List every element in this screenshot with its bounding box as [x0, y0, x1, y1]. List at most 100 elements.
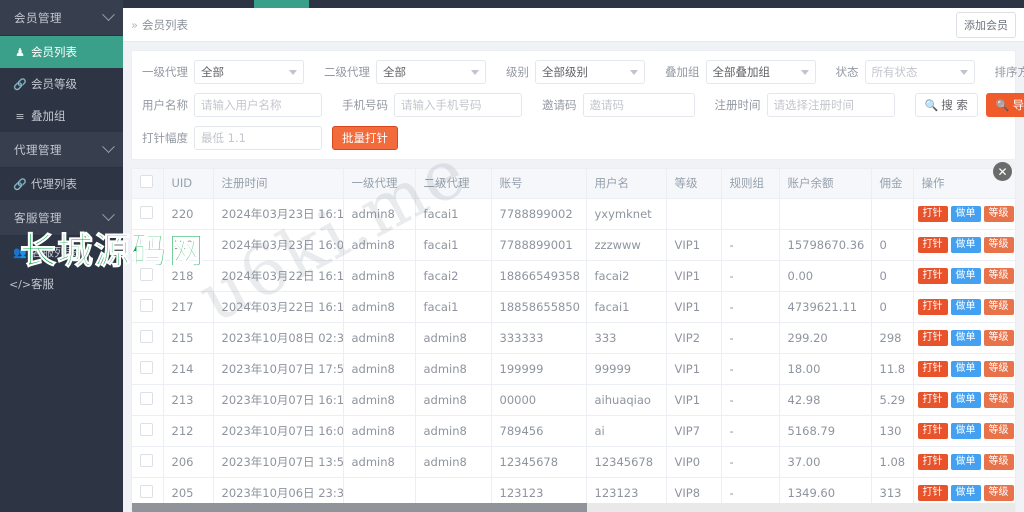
action-2-button[interactable]: 做单	[950, 391, 981, 408]
sidebar-item-agent-list[interactable]: 🔗 代理列表	[0, 168, 123, 200]
action-3-button[interactable]: 等级	[983, 205, 1014, 222]
row-checkbox[interactable]	[140, 298, 153, 312]
add-member-button[interactable]: 添加会员	[956, 11, 1016, 38]
row-select-cell	[132, 353, 164, 385]
cell-username: facai2	[586, 260, 667, 292]
cell-commission: 130	[871, 415, 914, 447]
action-3-button[interactable]: 等级	[983, 267, 1014, 284]
invite-code-input[interactable]: 邀请码	[582, 93, 695, 117]
action-2-button[interactable]: 做单	[950, 298, 981, 315]
close-icon[interactable]: ✕	[993, 162, 1012, 181]
cell-username: 99999	[586, 353, 667, 385]
action-1-button[interactable]: 打针	[917, 205, 948, 222]
secondary-agent-select[interactable]: 全部	[376, 60, 486, 84]
cell-balance: 15798670.36	[779, 229, 872, 261]
cell-agent1: admin8	[343, 198, 416, 230]
sidebar-item-member-list[interactable]: ♟ 会员列表	[0, 36, 123, 68]
action-2-button[interactable]: 做单	[950, 236, 981, 253]
row-checkbox[interactable]	[140, 360, 153, 374]
row-checkbox[interactable]	[140, 453, 153, 467]
cell-commission: 298	[871, 322, 914, 354]
action-2-button[interactable]: 做单	[950, 422, 981, 439]
action-3-button[interactable]: 等级	[983, 329, 1014, 346]
table-header-row: UID 注册时间 一级代理 二级代理 账号 用户名 等级 规则组 账户余额 佣金…	[132, 169, 1015, 199]
action-2-button[interactable]: 做单	[950, 484, 981, 501]
row-checkbox[interactable]	[140, 267, 153, 281]
action-3-button[interactable]: 等级	[983, 298, 1014, 315]
sidebar-group-agent[interactable]: 代理管理	[0, 132, 123, 168]
action-2-button[interactable]: 做单	[950, 360, 981, 377]
cell-uid: 217	[163, 291, 214, 323]
row-checkbox[interactable]	[140, 329, 153, 343]
level-select[interactable]: 全部级别	[535, 60, 645, 84]
col-uid: UID	[163, 169, 214, 199]
action-3-button[interactable]: 等级	[983, 236, 1014, 253]
sidebar-group-support[interactable]: 客服管理	[0, 200, 123, 236]
sidebar-item-member-level[interactable]: 🔗 会员等级	[0, 68, 123, 100]
cell-agent1: admin8	[343, 291, 416, 323]
row-checkbox[interactable]	[140, 236, 153, 250]
action-3-button[interactable]: 等级	[983, 453, 1014, 470]
action-1-button[interactable]: 打针	[917, 422, 948, 439]
cell-username: aihuaqiao	[586, 384, 667, 416]
scrollbar-thumb[interactable]	[132, 503, 587, 512]
export-button[interactable]: 🔍 导 出	[985, 93, 1024, 117]
row-select-cell	[132, 446, 164, 478]
injection-range-input[interactable]: 最低 1.1	[194, 126, 322, 150]
action-button-group: 打针做单等级余额编辑···	[917, 267, 1016, 284]
cell-commission: 0	[871, 291, 914, 323]
action-1-button[interactable]: 打针	[917, 391, 948, 408]
sidebar-group-member[interactable]: 会员管理	[0, 0, 123, 36]
action-3-button[interactable]: 等级	[983, 360, 1014, 377]
action-button-group: 打针做单等级余额编辑···	[917, 236, 1016, 253]
cell-username: 12345678	[586, 446, 667, 478]
row-checkbox[interactable]	[140, 484, 153, 498]
action-3-button[interactable]: 等级	[983, 391, 1014, 408]
action-1-button[interactable]: 打针	[917, 298, 948, 315]
batch-injection-button[interactable]: 批量打针	[332, 126, 398, 150]
action-3-button[interactable]: 等级	[983, 484, 1014, 501]
primary-agent-select[interactable]: 全部	[194, 60, 304, 84]
sidebar-item-stack-group[interactable]: ≡ 叠加组	[0, 100, 123, 132]
row-checkbox[interactable]	[140, 391, 153, 405]
action-2-button[interactable]: 做单	[950, 453, 981, 470]
users-icon: 👥	[13, 245, 27, 259]
cell-account: 7788899002	[491, 198, 587, 230]
username-input[interactable]: 请输入用户名称	[194, 93, 322, 117]
action-1-button[interactable]: 打针	[917, 453, 948, 470]
sidebar-item-support-list[interactable]: 👥 客服列表	[0, 236, 123, 268]
row-checkbox[interactable]	[140, 422, 153, 436]
sidebar-item-support-code[interactable]: </> 客服	[0, 268, 123, 300]
action-1-button[interactable]: 打针	[917, 329, 948, 346]
search-button[interactable]: 🔍 搜 索	[914, 93, 978, 117]
register-time-input[interactable]: 请选择注册时间	[766, 93, 895, 117]
stack-group-select[interactable]: 全部叠加组	[705, 60, 816, 84]
action-1-button[interactable]: 打针	[917, 267, 948, 284]
action-1-button[interactable]: 打针	[917, 236, 948, 253]
action-2-button[interactable]: 做单	[950, 267, 981, 284]
status-select[interactable]: 所有状态	[864, 60, 975, 84]
horizontal-scrollbar[interactable]	[132, 503, 1015, 512]
cell-agent2: facai1	[415, 291, 492, 323]
phone-input[interactable]: 请输入手机号码	[394, 93, 522, 117]
filter-label: 叠加组	[665, 65, 700, 79]
cell-username: zzzwww	[586, 229, 667, 261]
action-2-button[interactable]: 做单	[950, 205, 981, 222]
action-1-button[interactable]: 打针	[917, 360, 948, 377]
action-1-button[interactable]: 打针	[917, 484, 948, 501]
action-3-button[interactable]: 等级	[983, 422, 1014, 439]
col-agent2: 二级代理	[415, 169, 492, 199]
select-all-checkbox[interactable]	[140, 175, 153, 189]
row-checkbox[interactable]	[140, 205, 153, 219]
action-2-button[interactable]: 做单	[950, 329, 981, 346]
sidebar-item-label: 代理列表	[31, 177, 77, 191]
